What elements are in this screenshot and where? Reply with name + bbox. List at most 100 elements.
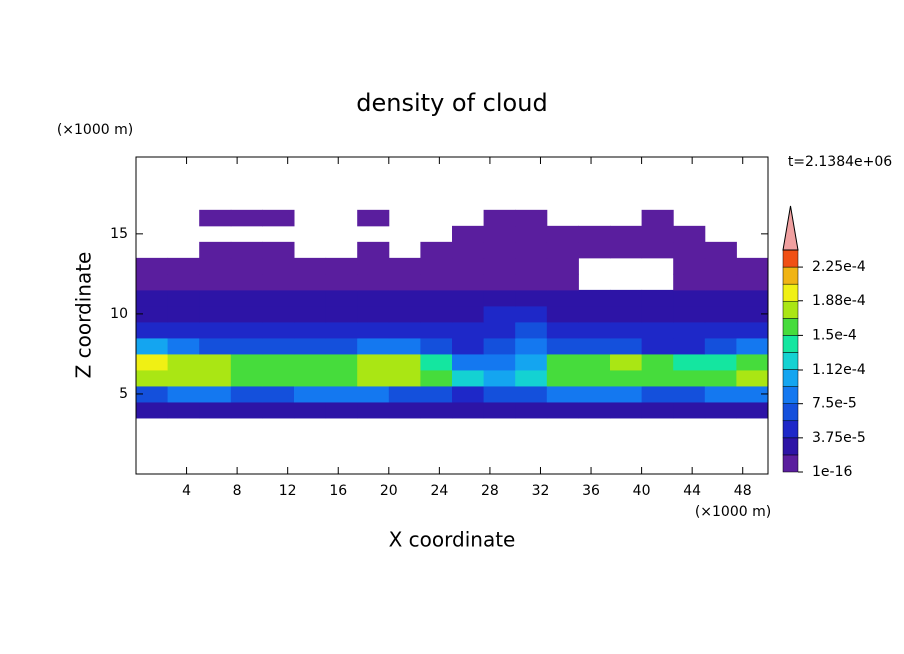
contour-cell <box>736 369 769 387</box>
contour-cell <box>641 209 674 227</box>
contour-cell <box>294 337 327 355</box>
colorbar-tick-label: 1.5e-4 <box>812 327 857 343</box>
contour-cell <box>357 369 390 387</box>
contour-cell <box>704 337 737 355</box>
colorbar-band <box>782 403 799 422</box>
contour-cell <box>641 353 674 371</box>
contour-cell <box>736 385 769 403</box>
contour-cell <box>325 353 358 371</box>
contour-cell <box>357 385 390 403</box>
colorbar-band <box>782 335 799 353</box>
contour-cell <box>578 353 611 371</box>
contour-cell <box>136 289 169 307</box>
colorbar-tick-label: 3.75e-5 <box>812 430 866 446</box>
contour-cell <box>515 241 548 259</box>
contour-cell <box>610 289 643 307</box>
contour-cell <box>294 289 327 307</box>
contour-cell <box>388 353 421 371</box>
contour-cell <box>136 385 169 403</box>
contour-cell <box>420 369 453 387</box>
contour-cell <box>483 369 516 387</box>
colorbar-band <box>782 266 799 285</box>
contour-cell <box>199 337 232 355</box>
contour-cell <box>357 401 390 419</box>
contour-cell <box>199 385 232 403</box>
colorbar-extension <box>782 205 799 251</box>
contour-cell <box>673 241 706 259</box>
contour-cell <box>483 241 516 259</box>
contour-cell <box>578 385 611 403</box>
contour-cell <box>262 353 295 371</box>
contour-cell <box>262 305 295 323</box>
contour-cell <box>515 305 548 323</box>
contour-cell <box>704 305 737 323</box>
contour-cell <box>136 257 169 275</box>
contour-cell <box>704 385 737 403</box>
contour-cell <box>294 305 327 323</box>
contour-cell <box>357 241 390 259</box>
contour-cell <box>167 273 200 291</box>
contour-cell <box>199 289 232 307</box>
contour-cell <box>420 353 453 371</box>
contour-cell <box>199 353 232 371</box>
contour-cell <box>673 337 706 355</box>
contour-cell <box>578 401 611 419</box>
y-tick-label: 10 <box>110 306 128 322</box>
contour-cell <box>673 353 706 371</box>
contour-cell <box>388 337 421 355</box>
contour-cell <box>199 209 232 227</box>
contour-cell <box>483 353 516 371</box>
contour-cell <box>546 273 579 291</box>
contour-cell <box>483 337 516 355</box>
contour-cell <box>294 369 327 387</box>
contour-cell <box>704 369 737 387</box>
contour-cell <box>420 257 453 275</box>
contour-cell <box>388 289 421 307</box>
contour-cell <box>546 369 579 387</box>
contour-cell <box>546 241 579 259</box>
contour-cell <box>262 321 295 339</box>
contour-cell <box>641 337 674 355</box>
contour-cell <box>736 337 769 355</box>
contour-cell <box>199 305 232 323</box>
x-axis-label: X coordinate <box>389 528 516 552</box>
contour-cell <box>167 257 200 275</box>
contour-cell <box>167 401 200 419</box>
colorbar-tick-label: 1.88e-4 <box>812 293 866 309</box>
contour-cell <box>704 401 737 419</box>
y-tick-label: 5 <box>119 386 128 402</box>
colorbar-band <box>782 454 799 473</box>
contour-cell <box>357 209 390 227</box>
contour-cell <box>641 225 674 243</box>
contour-cell <box>325 289 358 307</box>
contour-cell <box>452 273 485 291</box>
contour-cell <box>515 369 548 387</box>
x-tick-label: 8 <box>233 483 242 499</box>
contour-cell <box>673 257 706 275</box>
contour-cell <box>515 401 548 419</box>
contour-cell <box>388 321 421 339</box>
contour-cell <box>420 305 453 323</box>
contour-cell <box>136 321 169 339</box>
contour-cell <box>673 321 706 339</box>
contour-cell <box>546 321 579 339</box>
contour-cell <box>357 353 390 371</box>
contour-cell <box>167 353 200 371</box>
contour-cell <box>230 257 263 275</box>
contour-cell <box>515 273 548 291</box>
contour-cell <box>388 273 421 291</box>
colorbar-band <box>782 249 799 268</box>
x-tick-label: 36 <box>582 483 600 499</box>
x-tick-label: 44 <box>683 483 701 499</box>
colorbar-band <box>782 300 799 319</box>
contour-cell <box>641 289 674 307</box>
contour-cell <box>325 401 358 419</box>
x-tick-label: 12 <box>279 483 297 499</box>
colorbar-band <box>782 386 799 404</box>
contour-cell <box>294 321 327 339</box>
contour-cell <box>420 401 453 419</box>
colorbar-band <box>782 437 799 456</box>
contour-cell <box>610 401 643 419</box>
contour-cell <box>294 273 327 291</box>
